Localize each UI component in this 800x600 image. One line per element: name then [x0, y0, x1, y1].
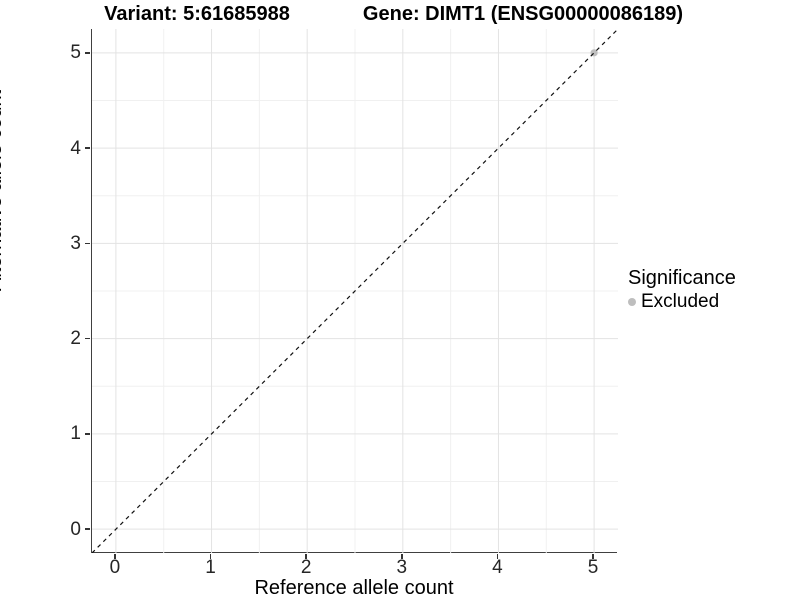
legend-item-excluded: Excluded [628, 291, 736, 313]
x-tick-label: 0 [109, 557, 121, 578]
x-tick-mark [305, 554, 307, 559]
y-tick-label: 1 [70, 423, 81, 445]
legend: Significance Excluded [628, 266, 736, 313]
legend-title: Significance [628, 267, 736, 289]
x-tick-mark [496, 554, 499, 559]
x-tick-label: 5 [587, 557, 599, 578]
y-tick-mark [85, 52, 90, 54]
y-tick-label: 3 [70, 232, 81, 254]
y-tick-label: 2 [70, 328, 81, 350]
gene-title: Gene: DIMT1 (ENSG00000086189) [362, 3, 684, 25]
y-axis-title-text: Alternative allele count [0, 89, 6, 291]
legend-key-dot-icon [628, 298, 636, 306]
x-tick-mark [209, 554, 212, 559]
x-axis-title: Reference allele count [254, 577, 454, 599]
y-tick-label: 4 [70, 137, 81, 159]
y-tick-mark [85, 242, 90, 245]
y-axis-title: Alternative allele count [0, 90, 7, 391]
x-tick-label: 4 [492, 557, 503, 578]
y-tick-mark [85, 433, 90, 435]
x-tick-mark [114, 554, 116, 559]
x-tick-label: 1 [205, 557, 216, 578]
x-tick-label: 3 [396, 557, 408, 578]
y-tick-label: 5 [70, 42, 81, 64]
y-tick-mark [85, 337, 90, 340]
legend-items: Excluded [628, 291, 736, 313]
y-tick-mark [85, 147, 90, 149]
y-tick-label: 0 [70, 518, 81, 540]
x-tick-mark [401, 554, 403, 559]
y-tick-mark [85, 528, 90, 530]
variant-title: Variant: 5:61685988 [104, 3, 290, 25]
plot-panel [91, 29, 618, 553]
x-tick-mark [592, 554, 594, 559]
identity-dashed-line [92, 29, 618, 553]
legend-item-label: Excluded [641, 291, 720, 312]
plot-area-svg [92, 29, 618, 553]
x-tick-label: 2 [300, 557, 312, 578]
